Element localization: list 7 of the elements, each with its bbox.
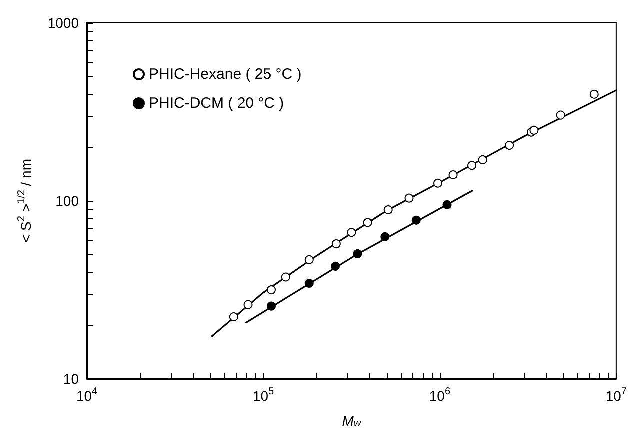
legend-label: PHIC-Hexane ( 25 °C ) xyxy=(149,66,302,83)
y-tick-label: 10 xyxy=(63,371,80,387)
legend-label: PHIC-DCM ( 20 °C ) xyxy=(149,95,284,112)
y-axis-title: < S2 >1/2 / nm xyxy=(16,158,34,244)
x-axis-title: Mw xyxy=(342,413,362,430)
y-tick-label: 100 xyxy=(56,193,80,209)
y-tick-label: 1000 xyxy=(48,15,80,31)
